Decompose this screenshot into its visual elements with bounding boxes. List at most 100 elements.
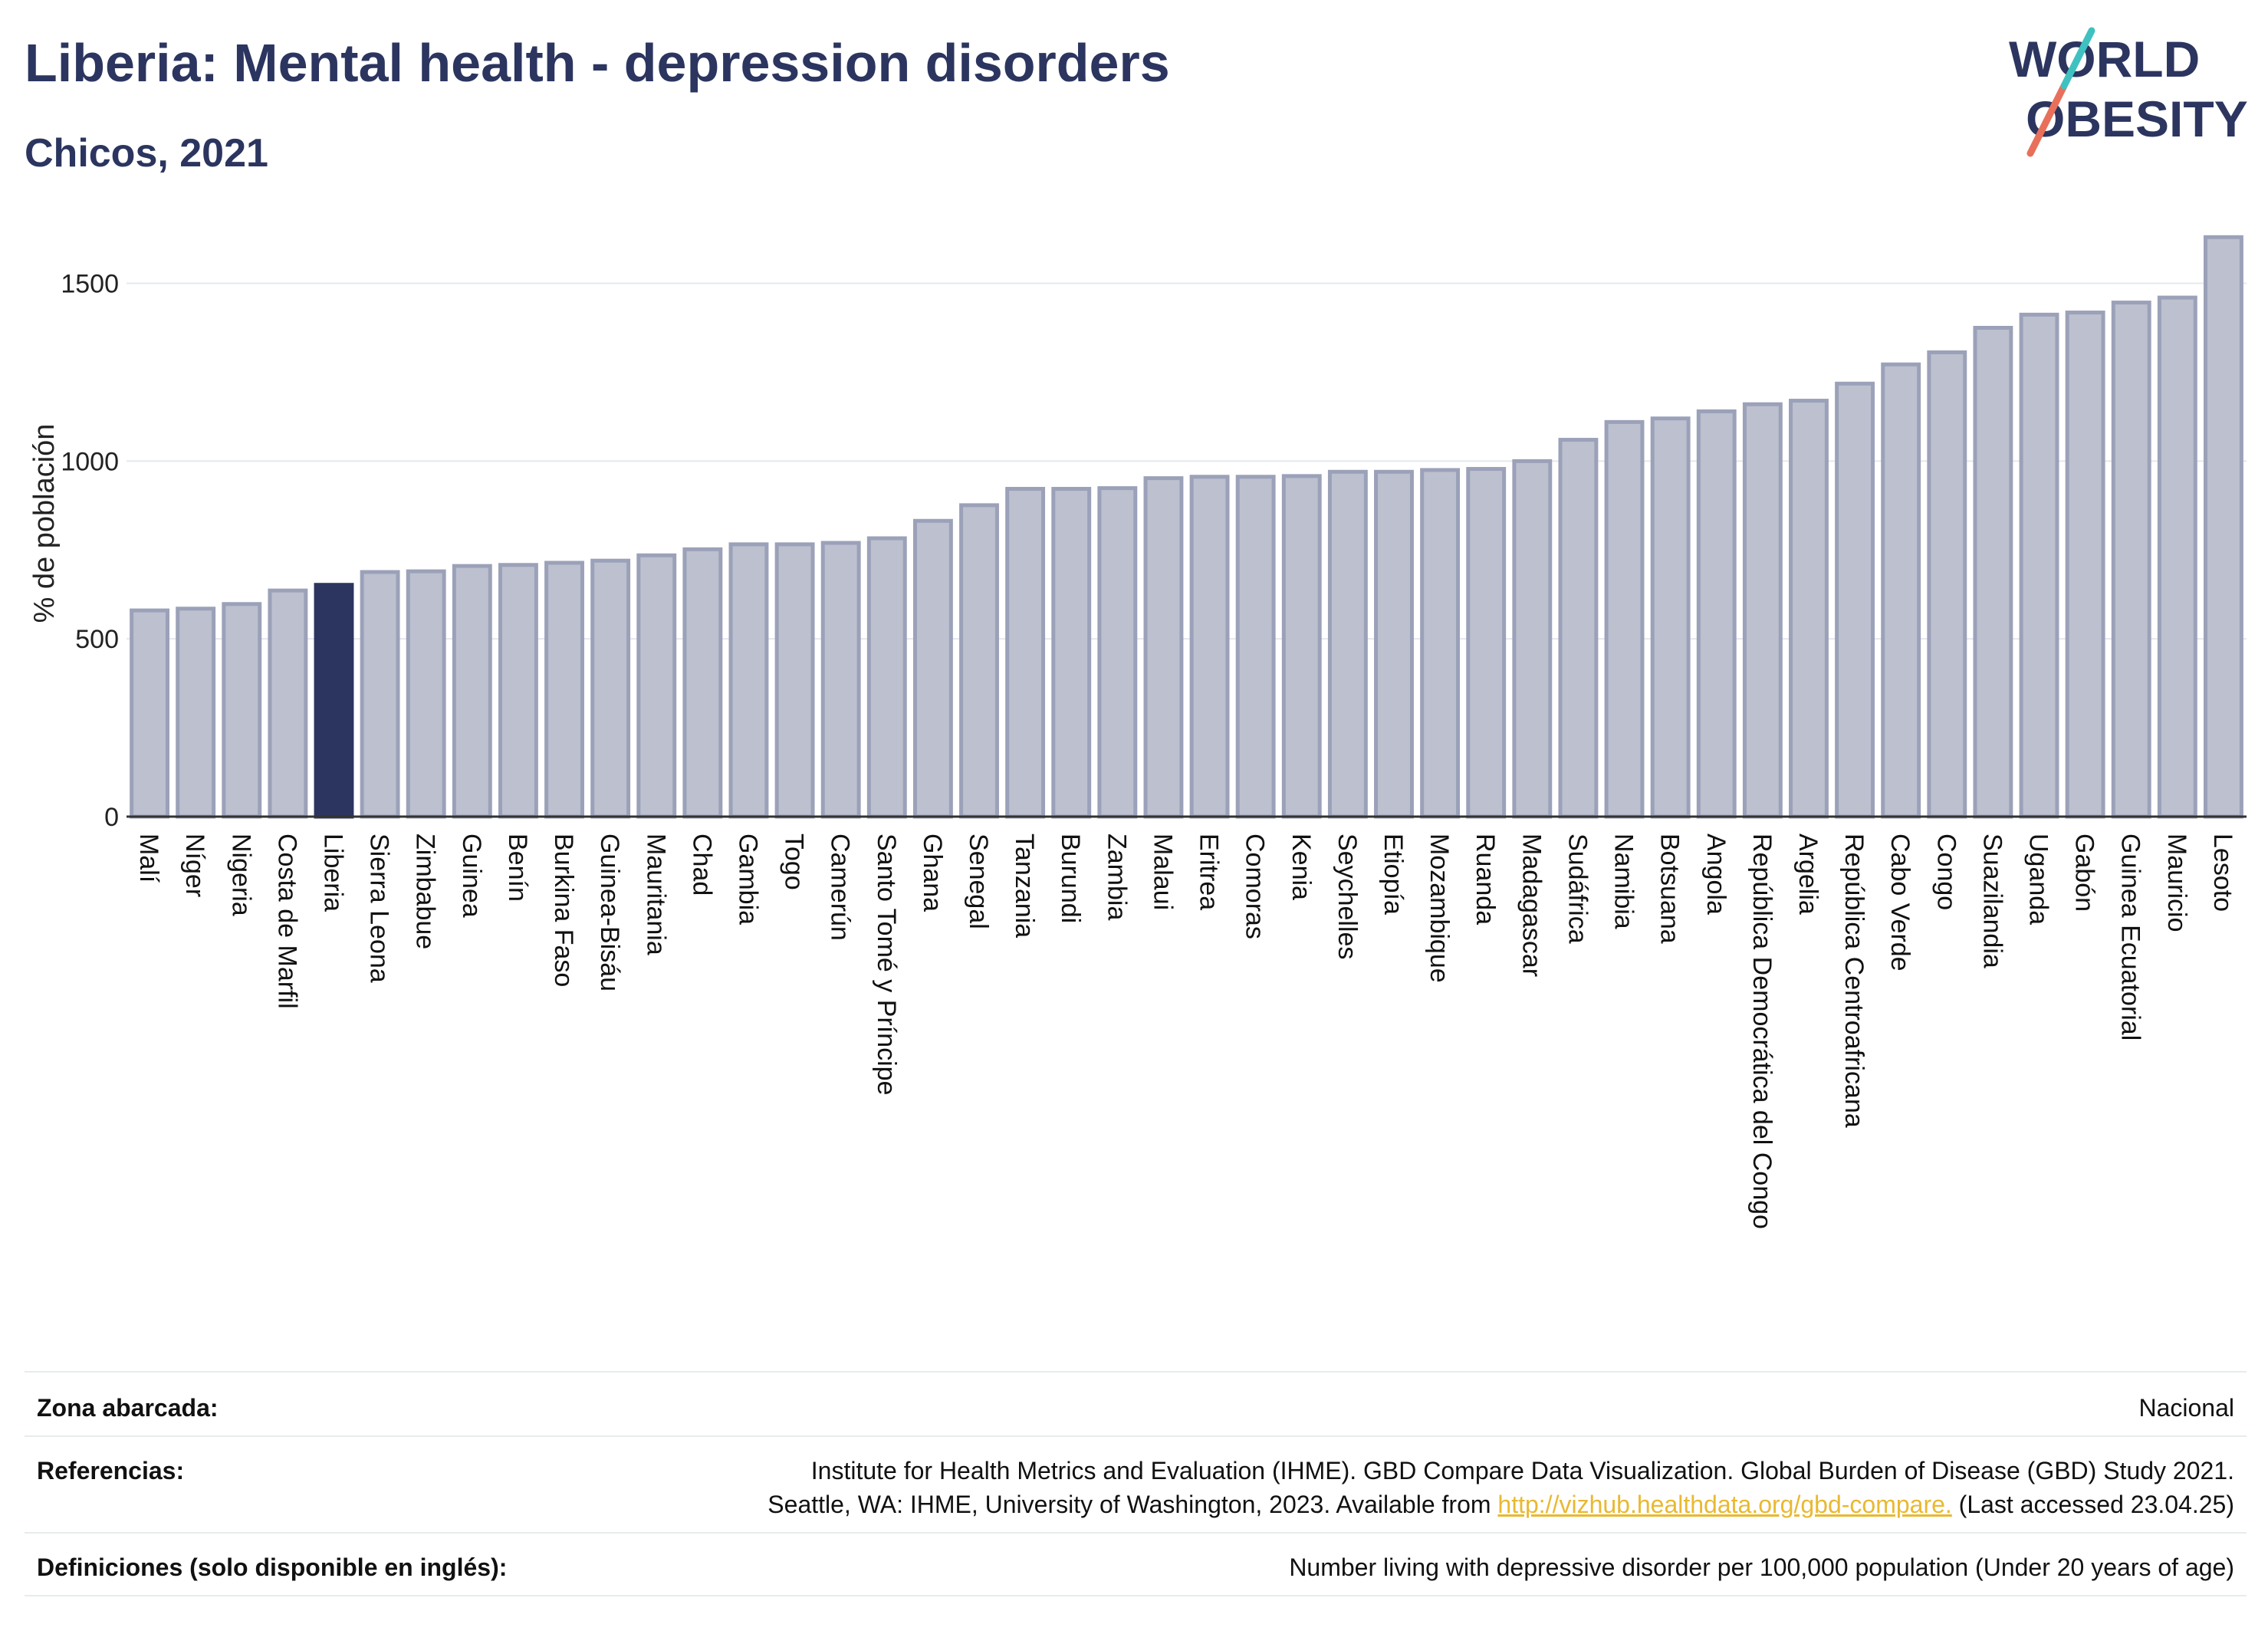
x-tick-label: Santo Tomé y Príncipe (872, 833, 901, 1095)
divider (25, 1595, 2247, 1596)
x-tick-label: Suazilandia (1977, 833, 2007, 968)
x-tick-label: Zambia (1102, 833, 1131, 920)
y-tick-label: 0 (104, 803, 119, 832)
x-tick-label: Comoras (1241, 833, 1270, 939)
x-tick-label: Guinea-Bisáu (595, 833, 624, 991)
references-text: Seattle, WA: IHME, University of Washing… (768, 1491, 1498, 1518)
bar (590, 558, 631, 819)
bar-chart: 0 500 1000 1500 % de población Malí Níger Niger… (28, 235, 2247, 1229)
bar (774, 542, 815, 819)
bar (866, 536, 907, 819)
x-tick-label: Costa de Marfil (272, 833, 301, 1009)
y-axis-label: % de población (28, 424, 61, 623)
x-tick-label: Kenia (1287, 833, 1316, 900)
x-tick-label: Burkina Faso (549, 833, 578, 987)
divider (25, 1435, 2247, 1437)
references-line2: Seattle, WA: IHME, University of Washing… (768, 1488, 2234, 1521)
x-tick-label: Liberia (318, 833, 347, 912)
x-tick-label: Madagascar (1517, 833, 1546, 977)
x-tick-label: Ruanda (1471, 833, 1500, 925)
definitions-row: Definiciones (solo disponible en inglés)… (25, 1547, 2247, 1593)
x-tick-label: Mauritania (641, 833, 670, 955)
x-tick-label: Lesoto (2208, 833, 2237, 912)
y-tick-label: 500 (75, 625, 119, 654)
bar (130, 608, 169, 819)
divider (25, 1532, 2247, 1534)
x-tick-label: Chad (687, 833, 716, 896)
y-tick-label: 1000 (61, 447, 119, 476)
page-title: Liberia: Mental health - depression diso… (25, 33, 1170, 93)
bar (268, 588, 308, 819)
bar (406, 569, 446, 819)
bar (1005, 487, 1046, 819)
bar (1189, 475, 1230, 819)
x-tick-label: Guinea (457, 833, 486, 918)
x-tick-label: Sudáfrica (1563, 833, 1592, 944)
bar (636, 553, 677, 819)
x-tick-label: Togo (780, 833, 809, 890)
x-tick-label: República Centroafricana (1839, 833, 1869, 1128)
bar (2111, 301, 2151, 819)
x-tick-label: Níger (180, 833, 209, 897)
x-tick-label: Uganda (2024, 833, 2053, 925)
x-tick-label: Botsuana (1655, 833, 1685, 944)
bar (1696, 409, 1737, 819)
x-tick-label: Tanzania (1010, 833, 1039, 938)
x-tick-label: Senegal (964, 833, 993, 929)
x-tick-label: Malí (134, 833, 163, 883)
x-tick-label: Mozambique (1425, 833, 1454, 983)
x-tick-label: Sierra Leona (365, 833, 394, 983)
bar (498, 563, 538, 819)
bar (1466, 467, 1507, 819)
x-tick-label: Zimbabue (411, 833, 440, 949)
bar (1927, 350, 1967, 819)
x-tick-label: Guinea Ecuatorial (2116, 833, 2145, 1041)
bar (820, 541, 861, 819)
x-tick-label: Seychelles (1333, 833, 1362, 959)
bar (2019, 312, 2059, 819)
bar (1281, 474, 1322, 819)
bar (1835, 381, 1875, 819)
bar (682, 547, 723, 819)
x-tick-label: Malaui (1148, 833, 1177, 910)
x-tick-label: Angola (1701, 833, 1731, 915)
bar (1051, 487, 1092, 819)
bar (360, 570, 400, 819)
bar (1881, 362, 1921, 819)
bar (314, 583, 354, 819)
bar (222, 602, 262, 819)
x-tick-label: Argelia (1793, 833, 1823, 915)
coverage-value: Nacional (2138, 1394, 2234, 1422)
coverage-row: Zona abarcada: Nacional (25, 1388, 2247, 1434)
bar (1650, 416, 1691, 819)
references-line1: Institute for Health Metrics and Evaluat… (810, 1457, 2234, 1484)
references-row: Referencias: Institute for Health Metric… (25, 1451, 2247, 1527)
x-tick-label: Etiopía (1379, 833, 1408, 915)
x-tick-label: Nigeria (226, 833, 255, 916)
bar (1143, 476, 1184, 819)
bar (959, 503, 999, 819)
x-tick-label: Mauricio (2162, 833, 2191, 932)
x-tick-label: República Democrática del Congo (1747, 833, 1777, 1229)
references-link[interactable]: http://vizhub.healthdata.org/gbd-compare… (1497, 1491, 1952, 1518)
definitions-value: Number living with depressive disorder p… (1289, 1553, 2234, 1581)
x-tick-label: Eritrea (1195, 833, 1224, 910)
x-tick-label: Benín (503, 833, 532, 902)
bar (176, 607, 216, 819)
definitions-label: Definiciones (solo disponible en inglés)… (37, 1553, 508, 1581)
world-obesity-logo: WORLD OBESITY (2009, 27, 2248, 157)
page-subtitle: Chicos, 2021 (25, 131, 268, 176)
bar (2065, 311, 2105, 819)
x-tick-label: Camerún (826, 833, 855, 941)
bar (2204, 235, 2243, 819)
bar (1604, 419, 1645, 819)
references-value: Institute for Health Metrics and Evaluat… (768, 1454, 2234, 1521)
bar (452, 564, 492, 819)
bar (1742, 402, 1783, 819)
bar (1235, 475, 1276, 819)
logo-line1: WORLD (2009, 31, 2200, 87)
y-tick-label: 1500 (61, 270, 119, 299)
bar (1374, 469, 1414, 819)
bar (544, 561, 584, 819)
bar (912, 518, 953, 819)
